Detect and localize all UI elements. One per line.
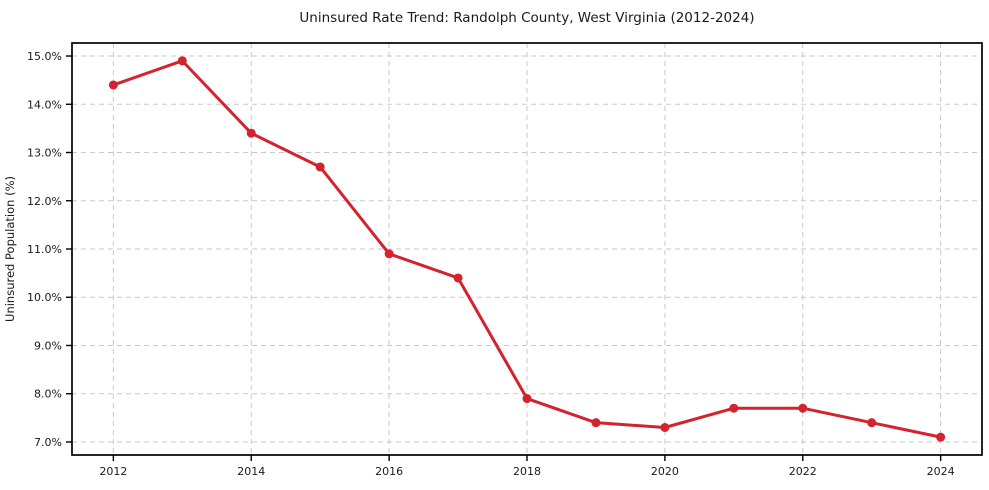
y-tick-label: 9.0% [34,339,62,352]
data-point-2014 [246,128,256,138]
x-tick-label: 2020 [651,465,679,478]
x-tick-label: 2014 [237,465,265,478]
y-tick-label: 13.0% [27,147,62,160]
x-tick-label: 2016 [375,465,403,478]
y-tick-label: 8.0% [34,388,62,401]
data-point-2012 [108,80,118,90]
y-tick-label: 15.0% [27,50,62,63]
data-point-2015 [315,162,325,172]
data-point-2018 [522,394,532,404]
data-point-2017 [453,273,463,283]
data-point-2019 [591,418,601,428]
x-tick-label: 2012 [99,465,127,478]
data-point-2013 [177,56,187,66]
x-tick-label: 2018 [513,465,541,478]
x-tick-label: 2022 [789,465,817,478]
y-tick-label: 11.0% [27,243,62,256]
plot-area: 7.0% 8.0% 9.0% 10.0% 11.0% 12.0% 13.0% 14.0% 15.… [27,42,983,478]
x-tick-label: 2024 [927,465,955,478]
data-point-2021 [729,403,739,413]
y-tick-label: 14.0% [27,98,62,111]
y-axis-label: Uninsured Population (%) [3,176,17,322]
data-point-2022 [798,403,808,413]
y-tick-label: 7.0% [34,436,62,449]
y-tick-label: 12.0% [27,195,62,208]
y-tick-label: 10.0% [27,291,62,304]
chart-title: Uninsured Rate Trend: Randolph County, W… [299,10,754,26]
data-point-2020 [660,423,670,433]
data-point-2016 [384,249,394,259]
data-point-2024 [936,432,946,442]
data-point-2023 [867,418,877,428]
